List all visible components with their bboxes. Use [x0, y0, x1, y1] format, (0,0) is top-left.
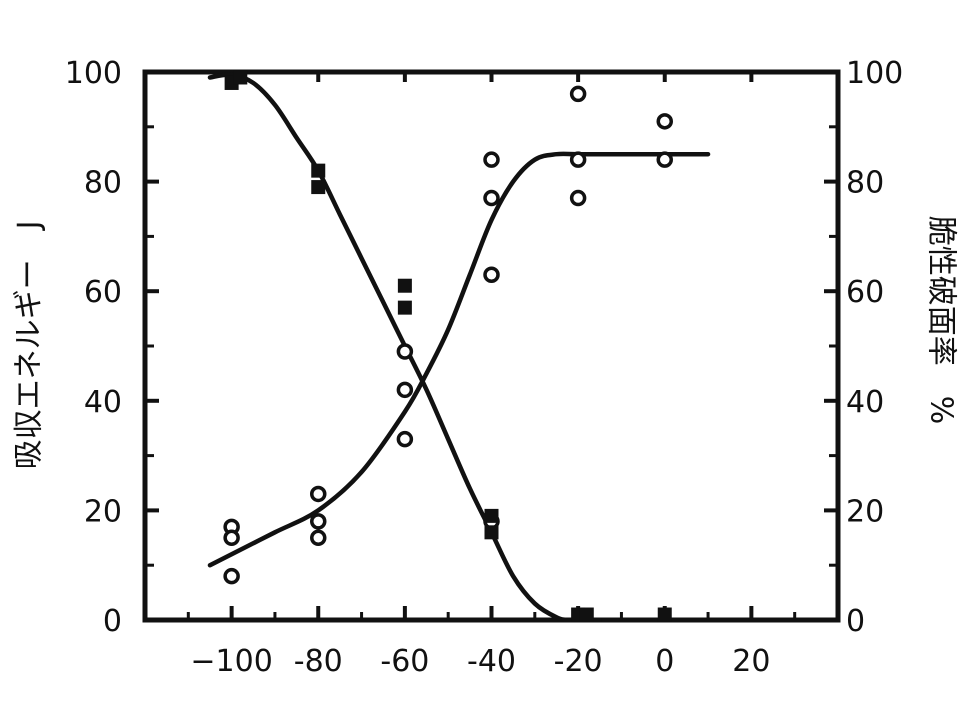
energy-point	[396, 430, 414, 448]
energy-point	[483, 266, 500, 284]
brittle-point	[311, 180, 326, 195]
brittle-point	[484, 508, 499, 523]
y-right-tick-label: 100	[846, 56, 903, 91]
series-left-curve	[207, 151, 711, 568]
y-right-tick-label: 60	[846, 275, 884, 310]
y-left-tick-label: 20	[84, 494, 122, 529]
y-left-tick-label: 60	[84, 275, 122, 310]
brittle-point	[311, 163, 326, 178]
y-right-tick-label: 0	[846, 604, 865, 639]
energy-point	[310, 513, 327, 530]
x-tick-label: −100	[190, 644, 272, 679]
y-axis-right-title: 脆性破面率 %	[924, 216, 959, 425]
energy-point	[656, 113, 673, 130]
y-right-tick-label: 20	[846, 494, 884, 529]
y-right-tick-label: 40	[846, 385, 884, 420]
y-left-tick-label: 100	[65, 56, 122, 91]
brittle-point	[397, 278, 412, 293]
x-tick-label: -20	[554, 644, 603, 679]
y-axis-left-title: 吸収エネルギー J	[12, 221, 47, 470]
y-left-tick-label: 0	[103, 604, 122, 639]
energy-point	[223, 567, 240, 585]
energy-point	[396, 343, 414, 360]
x-tick-label: -40	[467, 644, 516, 679]
y-left-tick-label: 40	[84, 385, 122, 420]
energy-point	[483, 151, 500, 168]
y-left-tick-label: 80	[84, 166, 122, 201]
brittle-point	[657, 607, 672, 622]
energy-point	[483, 189, 500, 207]
energy-point	[656, 151, 673, 168]
energy-point	[569, 189, 587, 207]
brittle-point	[484, 525, 499, 540]
brittle-point	[233, 70, 248, 85]
energy-point	[310, 529, 327, 547]
energy-point	[396, 381, 414, 399]
x-tick-label: 0	[655, 644, 674, 679]
energy-point	[569, 85, 587, 103]
energy-point	[223, 529, 240, 547]
energy-point	[310, 485, 327, 503]
x-tick-label: 20	[732, 644, 770, 679]
x-tick-label: -60	[380, 644, 429, 679]
brittle-point	[397, 300, 412, 315]
x-tick-label: -80	[294, 644, 343, 679]
brittle-point	[579, 607, 594, 622]
energy-point	[569, 151, 587, 168]
y-right-tick-label: 80	[846, 166, 884, 201]
